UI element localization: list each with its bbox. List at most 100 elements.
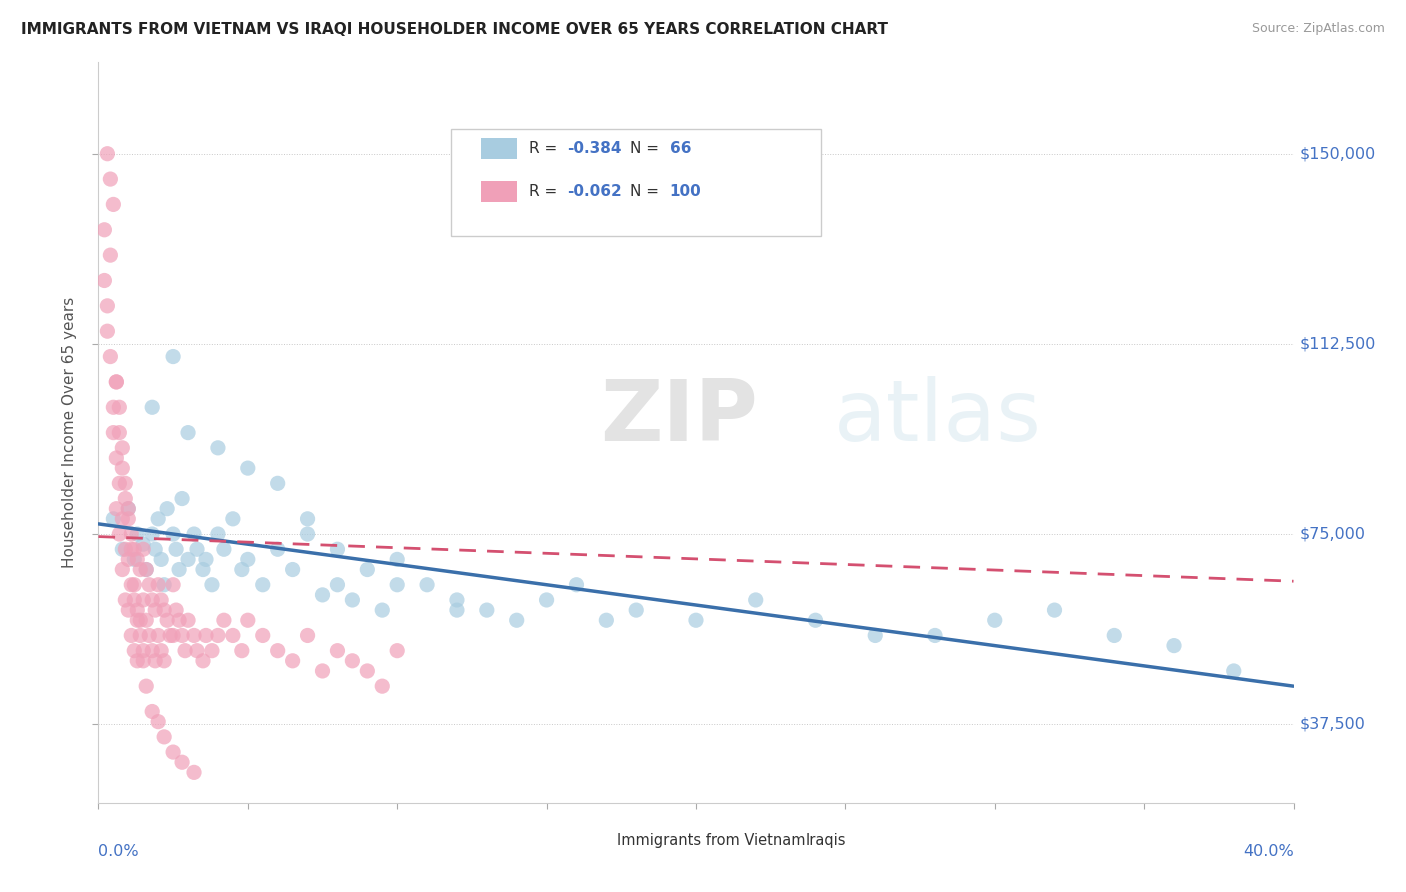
Point xyxy=(186,643,208,657)
Point xyxy=(745,593,768,607)
Point xyxy=(138,578,160,592)
Point xyxy=(685,613,707,627)
Point xyxy=(96,146,118,161)
Point xyxy=(135,562,157,576)
Point xyxy=(103,197,125,211)
Point xyxy=(267,542,290,557)
Point xyxy=(127,613,149,627)
Point xyxy=(565,578,588,592)
Text: -0.384: -0.384 xyxy=(567,141,621,156)
Point xyxy=(127,527,149,541)
Point xyxy=(111,512,134,526)
Y-axis label: Householder Income Over 65 years: Householder Income Over 65 years xyxy=(62,297,77,568)
Point xyxy=(117,501,139,516)
Point xyxy=(297,628,319,642)
Point xyxy=(626,603,648,617)
Point xyxy=(326,542,349,557)
Point xyxy=(159,628,181,642)
Point xyxy=(1104,628,1126,642)
Point xyxy=(191,654,214,668)
Point xyxy=(172,628,194,642)
Point xyxy=(231,562,253,576)
Point xyxy=(96,324,118,338)
Point xyxy=(326,643,349,657)
Point xyxy=(1043,603,1066,617)
Point xyxy=(236,461,259,475)
Point xyxy=(236,552,259,566)
Point xyxy=(120,527,142,541)
Point xyxy=(183,628,205,642)
Point xyxy=(297,527,319,541)
Point xyxy=(231,643,253,657)
Point xyxy=(1223,664,1246,678)
Point xyxy=(105,501,128,516)
Point xyxy=(129,613,152,627)
Point xyxy=(177,552,200,566)
Point xyxy=(117,603,139,617)
Text: 100: 100 xyxy=(669,184,702,199)
Text: -0.062: -0.062 xyxy=(567,184,621,199)
Point xyxy=(114,491,136,506)
Point xyxy=(191,562,214,576)
Text: $112,500: $112,500 xyxy=(1299,336,1376,351)
Point xyxy=(114,542,136,557)
Point xyxy=(150,593,173,607)
Point xyxy=(371,603,394,617)
Point xyxy=(162,628,184,642)
Point xyxy=(267,643,290,657)
Point xyxy=(446,593,468,607)
Point xyxy=(111,542,134,557)
Point xyxy=(141,527,163,541)
Point xyxy=(165,603,187,617)
Point xyxy=(195,628,218,642)
Point xyxy=(111,562,134,576)
Point xyxy=(108,425,131,440)
Point xyxy=(172,756,194,770)
Point xyxy=(148,714,170,729)
Point xyxy=(141,401,163,415)
Point xyxy=(201,578,224,592)
Point xyxy=(153,578,176,592)
Point xyxy=(177,613,200,627)
Point xyxy=(124,643,146,657)
Point xyxy=(96,299,118,313)
Point xyxy=(356,664,378,678)
Point xyxy=(93,223,115,237)
Point xyxy=(212,542,235,557)
Point xyxy=(148,578,170,592)
Point xyxy=(127,552,149,566)
Text: ZIP: ZIP xyxy=(600,376,758,459)
Point xyxy=(385,578,409,592)
Text: $75,000: $75,000 xyxy=(1299,526,1365,541)
Point xyxy=(162,350,184,364)
Point xyxy=(108,476,131,491)
Point xyxy=(186,542,208,557)
Point xyxy=(281,562,304,576)
Point xyxy=(356,562,378,576)
Text: N =: N = xyxy=(630,184,664,199)
Point xyxy=(148,512,170,526)
Point xyxy=(207,441,229,455)
Point xyxy=(135,679,157,693)
Point xyxy=(162,527,184,541)
Point xyxy=(141,643,163,657)
Point xyxy=(222,512,245,526)
Point xyxy=(120,542,142,557)
Point xyxy=(129,628,152,642)
Point xyxy=(174,643,197,657)
Point xyxy=(105,450,128,465)
Point xyxy=(132,593,155,607)
Point xyxy=(297,512,319,526)
Point xyxy=(114,593,136,607)
Point xyxy=(124,593,146,607)
Point xyxy=(108,401,131,415)
Point xyxy=(129,562,152,576)
Point xyxy=(162,745,184,759)
Point xyxy=(103,512,125,526)
Point xyxy=(103,425,125,440)
Point xyxy=(162,578,184,592)
Text: Immigrants from Vietnam: Immigrants from Vietnam xyxy=(617,833,806,848)
Point xyxy=(385,643,409,657)
Point xyxy=(167,562,190,576)
Point xyxy=(167,613,190,627)
